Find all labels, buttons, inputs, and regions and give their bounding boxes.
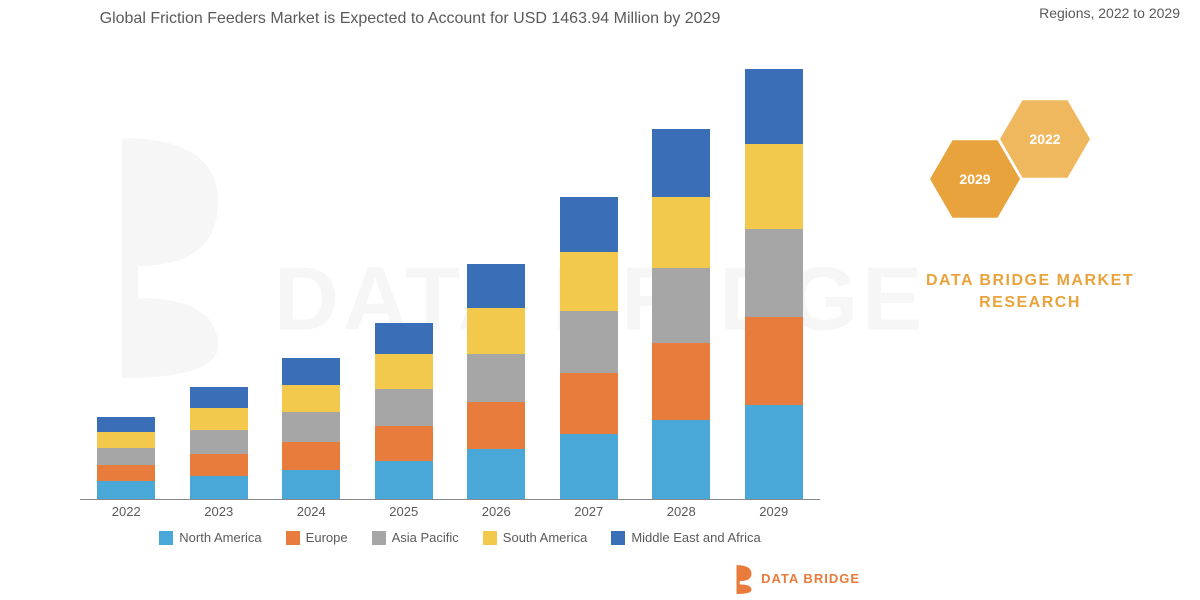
brand-line-2: RESEARCH [920, 292, 1140, 314]
footer-logo: DATA BRIDGE [733, 564, 860, 594]
bar-column [467, 264, 525, 499]
bar-segment [467, 449, 525, 499]
footer-logo-icon [733, 564, 755, 594]
hexagon-2029-label: 2029 [959, 171, 990, 187]
legend-item: Europe [286, 530, 348, 545]
brand-text: DATA BRIDGE MARKET RESEARCH [920, 270, 1140, 315]
legend-item: Middle East and Africa [611, 530, 760, 545]
hexagon-2022: 2022 [1000, 100, 1090, 178]
bar-segment [467, 354, 525, 402]
x-tick-label: 2027 [574, 504, 603, 519]
legend-item: North America [159, 530, 261, 545]
bar-segment [560, 311, 618, 373]
legend-label: Asia Pacific [392, 530, 459, 545]
chart-title: Global Friction Feeders Market is Expect… [90, 8, 730, 30]
bar-segment [467, 402, 525, 449]
bar-column [190, 387, 248, 499]
bar-segment [467, 264, 525, 308]
bar-column [560, 197, 618, 499]
bar-segment [652, 343, 710, 419]
chart-legend: North America Europe Asia Pacific South Ame… [100, 530, 820, 545]
footer-logo-text: DATA BRIDGE [761, 572, 860, 586]
legend-label: Middle East and Africa [631, 530, 760, 545]
bar-segment [745, 229, 803, 317]
x-tick-label: 2029 [759, 504, 788, 519]
bar-segment [375, 426, 433, 461]
bar-segment [560, 197, 618, 253]
x-tick-label: 2022 [112, 504, 141, 519]
legend-swatch [611, 531, 625, 545]
bar-segment [375, 389, 433, 426]
x-axis-labels: 2022 2023 2024 2025 2026 2027 2028 2029 [80, 504, 820, 519]
legend-swatch [372, 531, 386, 545]
bar-segment [282, 412, 340, 441]
bar-segment [190, 387, 248, 408]
legend-label: North America [179, 530, 261, 545]
brand-line-1: DATA BRIDGE MARKET [920, 270, 1140, 292]
bar-segment [375, 323, 433, 354]
bar-segment [375, 354, 433, 389]
legend-swatch [286, 531, 300, 545]
bar-segment [560, 373, 618, 435]
bar-segment [190, 430, 248, 453]
bar-segment [652, 268, 710, 343]
bar-segment [190, 476, 248, 499]
year-hexagons: 2029 2022 [930, 100, 1130, 250]
bar-segment [745, 69, 803, 144]
bar-segment [745, 317, 803, 405]
legend-item: South America [483, 530, 588, 545]
x-axis-line [80, 499, 820, 500]
legend-item: Asia Pacific [372, 530, 459, 545]
corner-subtitle: Regions, 2022 to 2029 [970, 4, 1180, 22]
x-tick-label: 2028 [667, 504, 696, 519]
bar-segment [282, 385, 340, 413]
bar-segment [97, 465, 155, 481]
bar-column [652, 129, 710, 499]
bar-segment [745, 144, 803, 229]
bar-segment [190, 454, 248, 476]
bar-segment [652, 197, 710, 269]
bar-column [745, 69, 803, 499]
bar-segment [560, 252, 618, 311]
bar-segment [282, 358, 340, 384]
bar-segment [282, 442, 340, 470]
bar-segment [745, 405, 803, 499]
bars-container [80, 69, 820, 499]
bar-segment [190, 408, 248, 430]
bar-segment [652, 129, 710, 197]
legend-label: Europe [306, 530, 348, 545]
bar-column [282, 358, 340, 499]
legend-swatch [483, 531, 497, 545]
legend-label: South America [503, 530, 588, 545]
x-tick-label: 2024 [297, 504, 326, 519]
bar-segment [97, 432, 155, 448]
hexagon-2022-label: 2022 [1029, 131, 1060, 147]
bar-column [375, 323, 433, 499]
x-tick-label: 2026 [482, 504, 511, 519]
legend-swatch [159, 531, 173, 545]
x-tick-label: 2023 [204, 504, 233, 519]
bar-segment [97, 417, 155, 432]
bar-segment [97, 448, 155, 466]
bar-segment [282, 470, 340, 499]
bar-segment [652, 420, 710, 499]
bar-segment [560, 434, 618, 499]
bar-segment [97, 481, 155, 499]
x-tick-label: 2025 [389, 504, 418, 519]
bar-segment [375, 461, 433, 499]
bar-column [97, 417, 155, 499]
bar-segment [467, 308, 525, 354]
stacked-bar-chart [80, 70, 820, 500]
